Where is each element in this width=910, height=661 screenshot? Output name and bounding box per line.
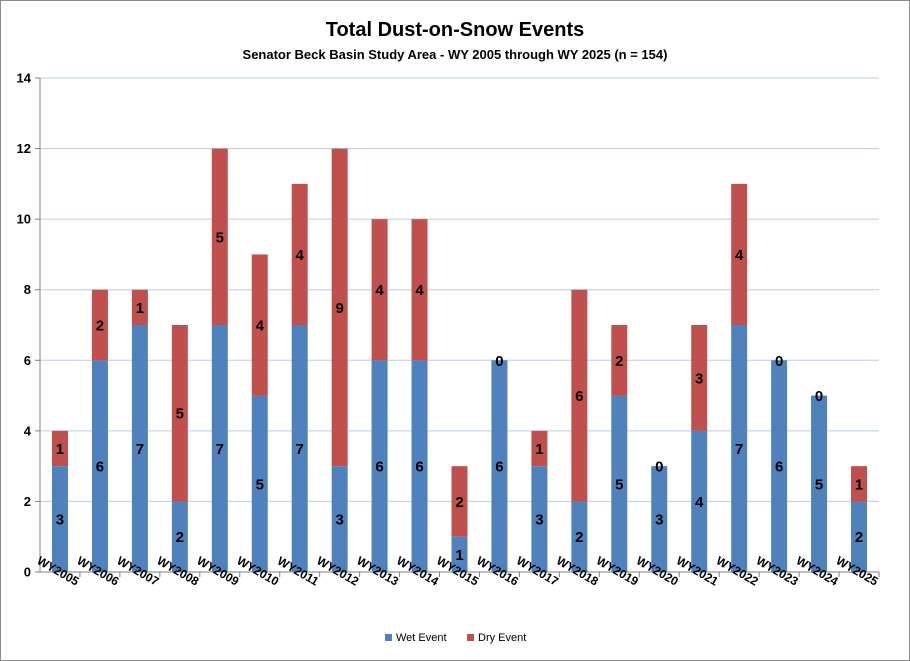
data-label-wet: 7 bbox=[216, 441, 224, 458]
bar-dry-event bbox=[851, 466, 868, 502]
y-tick-label: 0 bbox=[24, 565, 31, 580]
bar-wet-event bbox=[771, 360, 788, 572]
bar-wet-event bbox=[251, 395, 268, 572]
y-tick-label: 8 bbox=[24, 282, 31, 297]
data-label-wet: 5 bbox=[615, 476, 623, 493]
bar-dry-event bbox=[251, 254, 268, 396]
bar-dry-event bbox=[51, 430, 68, 467]
data-label-dry: 4 bbox=[415, 282, 424, 299]
bar-dry-event bbox=[91, 289, 108, 361]
bar-wet-event bbox=[131, 325, 148, 572]
data-label-wet: 6 bbox=[375, 459, 383, 476]
data-label-dry: 4 bbox=[296, 247, 305, 264]
bar-dry-event bbox=[531, 430, 548, 467]
chart-title: Total Dust-on-Snow Events bbox=[325, 19, 585, 41]
bar-dry-event bbox=[611, 325, 628, 396]
bar-wet-event bbox=[491, 360, 508, 572]
data-label-wet: 3 bbox=[535, 512, 543, 529]
y-tick-label: 14 bbox=[17, 71, 32, 86]
bar-wet-event bbox=[811, 395, 828, 572]
bar-dry-event bbox=[211, 148, 228, 325]
data-label-dry: 0 bbox=[815, 388, 823, 405]
data-label-wet: 3 bbox=[56, 512, 64, 529]
data-label-wet: 6 bbox=[495, 459, 503, 476]
data-label-wet: 7 bbox=[735, 441, 743, 458]
data-label-wet: 2 bbox=[855, 529, 863, 546]
bar-dry-event bbox=[411, 219, 428, 361]
y-tick-label: 6 bbox=[24, 353, 31, 368]
bar-dry-event bbox=[331, 148, 348, 467]
data-label-dry: 4 bbox=[735, 247, 744, 264]
legend-wet-event-label: Wet Event bbox=[396, 632, 447, 644]
data-label-dry: 1 bbox=[855, 476, 863, 493]
data-label-dry: 1 bbox=[56, 441, 64, 458]
bar-wet-event bbox=[531, 466, 548, 572]
data-label-wet: 1 bbox=[455, 547, 463, 564]
data-label-dry: 3 bbox=[695, 370, 703, 387]
bar-dry-event bbox=[291, 183, 308, 325]
data-label-wet: 5 bbox=[256, 476, 264, 493]
bar-dry-event bbox=[571, 289, 588, 502]
bar-dry-event bbox=[171, 325, 188, 502]
bar-wet-event bbox=[651, 466, 668, 572]
bar-wet-event bbox=[171, 501, 188, 572]
data-label-dry: 2 bbox=[615, 353, 623, 370]
bar-dry-event bbox=[451, 466, 468, 537]
bar-dry-event bbox=[731, 183, 748, 325]
data-label-wet: 2 bbox=[176, 529, 184, 546]
data-label-dry: 5 bbox=[216, 229, 224, 246]
data-label-dry: 0 bbox=[495, 353, 503, 370]
y-tick-label: 10 bbox=[17, 212, 31, 227]
data-label-dry: 1 bbox=[535, 441, 543, 458]
bar-wet-event bbox=[611, 395, 628, 572]
legend-dry-event-label: Dry Event bbox=[478, 632, 526, 644]
data-label-wet: 6 bbox=[415, 459, 423, 476]
data-label-dry: 1 bbox=[136, 300, 144, 317]
bar-wet-event bbox=[571, 501, 588, 572]
data-label-wet: 5 bbox=[815, 476, 823, 493]
bar-wet-event bbox=[211, 325, 228, 572]
legend-dry-event-swatch bbox=[467, 634, 474, 641]
bar-wet-event bbox=[371, 360, 388, 572]
data-label-dry: 9 bbox=[335, 300, 343, 317]
data-label-dry: 6 bbox=[575, 388, 583, 405]
chart-subtitle: Senator Beck Basin Study Area - WY 2005 … bbox=[242, 47, 668, 62]
data-label-wet: 7 bbox=[296, 441, 304, 458]
bar-dry-event bbox=[131, 289, 148, 325]
data-label-wet: 3 bbox=[655, 512, 663, 529]
bar-wet-event bbox=[851, 501, 868, 572]
bar-wet-event bbox=[451, 536, 468, 572]
data-label-dry: 2 bbox=[455, 494, 463, 511]
y-tick-label: 12 bbox=[17, 141, 31, 156]
data-label-dry: 0 bbox=[655, 459, 663, 476]
data-label-dry: 2 bbox=[96, 318, 104, 335]
data-label-wet: 3 bbox=[335, 512, 343, 529]
data-label-dry: 0 bbox=[775, 353, 783, 370]
data-label-dry: 4 bbox=[375, 282, 384, 299]
data-label-wet: 2 bbox=[575, 529, 583, 546]
bar-wet-event bbox=[411, 360, 428, 572]
bar-dry-event bbox=[691, 325, 708, 431]
data-label-wet: 6 bbox=[96, 459, 104, 476]
data-label-dry: 4 bbox=[256, 318, 265, 335]
bar-wet-event bbox=[51, 466, 68, 572]
bar-dry-event bbox=[371, 219, 388, 361]
legend-wet-event-swatch bbox=[385, 634, 392, 641]
bar-wet-event bbox=[731, 325, 748, 572]
data-label-wet: 6 bbox=[775, 459, 783, 476]
y-tick-label: 4 bbox=[24, 423, 32, 438]
data-label-wet: 4 bbox=[695, 494, 704, 511]
bar-wet-event bbox=[691, 430, 708, 572]
data-label-wet: 7 bbox=[136, 441, 144, 458]
bar-wet-event bbox=[291, 325, 308, 572]
bar-wet-event bbox=[91, 360, 108, 572]
bar-wet-event bbox=[331, 466, 348, 572]
data-label-dry: 5 bbox=[176, 406, 184, 423]
y-tick-label: 2 bbox=[24, 494, 31, 509]
